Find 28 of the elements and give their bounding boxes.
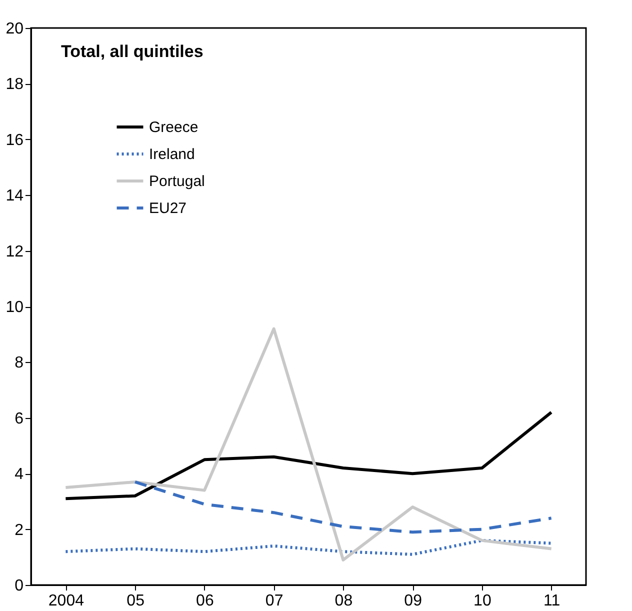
y-tick-label: 6 bbox=[14, 410, 24, 428]
x-tick-label: 05 bbox=[126, 592, 145, 610]
x-tick-label: 07 bbox=[265, 592, 284, 610]
x-tick-label: 08 bbox=[334, 592, 353, 610]
legend-label: Portugal bbox=[149, 173, 205, 190]
y-tick-label: 12 bbox=[6, 243, 24, 260]
y-tick-label: 2 bbox=[14, 522, 24, 539]
y-tick-label: 14 bbox=[6, 188, 24, 205]
x-tick-label: 2004 bbox=[48, 592, 84, 610]
y-tick-label: 20 bbox=[6, 20, 24, 38]
line-series bbox=[64, 538, 553, 556]
legend-label: Ireland bbox=[149, 146, 195, 163]
y-tick-label: 0 bbox=[14, 578, 24, 594]
legend-label: Greece bbox=[149, 119, 198, 136]
x-tick-label: 09 bbox=[404, 592, 422, 610]
line-series bbox=[64, 327, 553, 562]
text: Total, all quintiles bbox=[61, 42, 204, 61]
y-tick-label: 18 bbox=[6, 76, 24, 94]
line-series bbox=[134, 480, 553, 534]
x-tick-label: 11 bbox=[544, 592, 560, 610]
y-tick-label: 16 bbox=[6, 132, 24, 149]
x-tick-label: 06 bbox=[196, 592, 214, 610]
y-tick-label: 10 bbox=[6, 299, 24, 316]
y-tick-label: 4 bbox=[14, 466, 24, 484]
line-series bbox=[64, 410, 553, 500]
legend-label: EU27 bbox=[149, 200, 187, 217]
x-tick-label: 10 bbox=[474, 592, 492, 610]
y-tick-label: 8 bbox=[14, 354, 24, 372]
